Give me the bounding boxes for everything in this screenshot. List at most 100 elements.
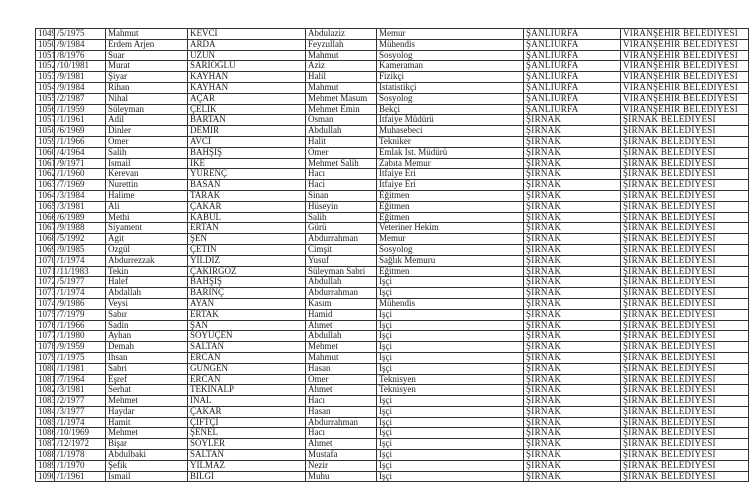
father-name-cell: Halil bbox=[305, 71, 377, 83]
birth-date-cell: /2/1977 bbox=[54, 395, 106, 407]
birth-date-cell: /11/1983 bbox=[54, 265, 106, 278]
row-number-cell: 1064 bbox=[35, 189, 55, 202]
father-name-cell: Hacı bbox=[305, 427, 377, 440]
surname-cell: KEVCİ bbox=[187, 28, 306, 40]
birth-date-cell: /1/1975 bbox=[54, 351, 106, 364]
birth-date-cell: /9/1988 bbox=[54, 222, 106, 235]
city-cell: ŞANLIURFA bbox=[523, 38, 621, 51]
father-name-cell: Sinan bbox=[305, 189, 377, 202]
first-name-cell: Sabır bbox=[105, 308, 188, 321]
surname-cell: BAHŞİŞ bbox=[187, 146, 306, 159]
first-name-cell: Kerevan bbox=[105, 168, 188, 181]
surname-cell: SALTAN bbox=[187, 341, 306, 353]
first-name-cell: Methi bbox=[105, 211, 188, 224]
row-number-cell: 1055 bbox=[35, 92, 55, 105]
row-number-cell: 1053 bbox=[35, 71, 55, 83]
municipality-cell: ŞIRNAK BELEDİYESİ bbox=[620, 427, 749, 440]
first-name-cell: Hamit bbox=[105, 416, 188, 429]
profession-cell: İstatistikçi bbox=[376, 81, 524, 94]
first-name-cell: Adil bbox=[105, 114, 188, 127]
row-number-cell: 1049 bbox=[35, 28, 55, 40]
father-name-cell: Abdurrahman bbox=[305, 416, 377, 429]
row-number-cell: 1072 bbox=[35, 276, 55, 289]
table-row: 1060/4/1964 Salih BAHŞİŞ Ömer Emlak İst. Müd… bbox=[35, 146, 749, 159]
surname-cell: ERCAN bbox=[187, 373, 306, 386]
city-cell: ŞIRNAK bbox=[523, 211, 621, 224]
table-row: 1077/1/1980 Ayhan SÖYÜÇEN Abdullah İşçi ŞIRNA… bbox=[35, 330, 749, 343]
profession-cell: Sosyolog bbox=[376, 49, 524, 62]
surname-cell: KABUL bbox=[187, 211, 306, 224]
birth-date-cell: /12/1972 bbox=[54, 438, 106, 451]
father-name-cell: Mehmet Masum bbox=[305, 92, 377, 105]
surname-cell: ÇAKAR bbox=[187, 405, 306, 418]
father-name-cell: Kasım bbox=[305, 297, 377, 310]
birth-date-cell: /1/1966 bbox=[54, 319, 106, 332]
municipality-cell: ŞIRNAK BELEDİYESİ bbox=[620, 308, 749, 321]
table-row: 1083/2/1977 Mehmet İNAL Hacı İşçi ŞIRNAK ŞIRNA… bbox=[35, 395, 749, 407]
first-name-cell: Süleyman bbox=[105, 103, 188, 116]
table-row: 1058/6/1969 Dinler DEMİR Abdullah Muhasebeci… bbox=[35, 125, 749, 137]
city-cell: ŞIRNAK bbox=[523, 222, 621, 235]
table-row: 1076/1/1966 Sadin ŞAN Ahmet İşçi ŞIRNAK ŞIRNAK… bbox=[35, 319, 749, 332]
municipality-cell: ŞIRNAK BELEDİYESİ bbox=[620, 373, 749, 386]
birth-date-cell: /3/1981 bbox=[54, 384, 106, 397]
profession-cell: İşçi bbox=[376, 449, 524, 461]
surname-cell: BARTAN bbox=[187, 114, 306, 127]
father-name-cell: Mahmut bbox=[305, 49, 377, 62]
profession-cell: Memur bbox=[376, 28, 524, 40]
municipality-cell: VİRANŞEHİR BELEDİYESİ bbox=[620, 81, 749, 94]
city-cell: ŞIRNAK bbox=[523, 384, 621, 397]
father-name-cell: Mahmut bbox=[305, 81, 377, 94]
profession-cell: Mühendis bbox=[376, 38, 524, 51]
first-name-cell: Agit bbox=[105, 233, 188, 245]
table-row: 1075/7/1979 Sabır ERTAK Hamid İşçi ŞIRNAK ŞIRN… bbox=[35, 308, 749, 321]
birth-date-cell: /5/1975 bbox=[54, 28, 106, 40]
municipality-cell: VİRANŞEHİR BELEDİYESİ bbox=[620, 38, 749, 51]
father-name-cell: Gürü bbox=[305, 222, 377, 235]
row-number-cell: 1071 bbox=[35, 265, 55, 278]
surname-cell: BARINÇ bbox=[187, 287, 306, 299]
row-number-cell: 1083 bbox=[35, 395, 55, 407]
row-number-cell: 1065 bbox=[35, 200, 55, 213]
table-row: 1084/3/1977 Haydar ÇAKAR Hasan İşçi ŞIRNAK ŞIR… bbox=[35, 405, 749, 418]
first-name-cell: Haydar bbox=[105, 405, 188, 418]
table-row: 1052/10/1981 Murat SARIOĞLU Aziz Kameraman ŞA… bbox=[35, 60, 749, 73]
profession-cell: Eğitmen bbox=[376, 189, 524, 202]
first-name-cell: Halime bbox=[105, 189, 188, 202]
city-cell: ŞIRNAK bbox=[523, 200, 621, 213]
surname-cell: ŞENEL bbox=[187, 427, 306, 440]
municipality-cell: ŞIRNAK BELEDİYESİ bbox=[620, 395, 749, 407]
records-table-body: 1049/5/1975 Mahmut KEVCİ Abdulaziz Memur ŞANL… bbox=[35, 28, 749, 483]
table-row: 1066/6/1989 Methi KABUL Salih Eğitmen ŞIRNAK Ş… bbox=[35, 211, 749, 224]
surname-cell: TEKİNALP bbox=[187, 384, 306, 397]
birth-date-cell: /1/1959 bbox=[54, 103, 106, 116]
first-name-cell: Salih bbox=[105, 146, 188, 159]
row-number-cell: 1067 bbox=[35, 222, 55, 235]
municipality-cell: ŞIRNAK BELEDİYESİ bbox=[620, 168, 749, 181]
row-number-cell: 1087 bbox=[35, 438, 55, 451]
table-row: 1059/1/1966 Ömer AVCI Halit Tekniker ŞIRNAK ŞI… bbox=[35, 135, 749, 148]
father-name-cell: Ahmet bbox=[305, 319, 377, 332]
surname-cell: ERTAK bbox=[187, 308, 306, 321]
father-name-cell: Abdullah bbox=[305, 125, 377, 137]
birth-date-cell: /2/1987 bbox=[54, 92, 106, 105]
row-number-cell: 1062 bbox=[35, 168, 55, 181]
city-cell: ŞIRNAK bbox=[523, 449, 621, 461]
profession-cell: İşçi bbox=[376, 395, 524, 407]
father-name-cell: Haci bbox=[305, 179, 377, 191]
profession-cell: Sağlık Memuru bbox=[376, 254, 524, 267]
profession-cell: Memur bbox=[376, 233, 524, 245]
profession-cell: Teknisyen bbox=[376, 384, 524, 397]
surname-cell: ŞEN bbox=[187, 233, 306, 245]
row-number-cell: 1069 bbox=[35, 243, 55, 256]
profession-cell: İşçi bbox=[376, 459, 524, 472]
surname-cell: BAHŞİŞ bbox=[187, 276, 306, 289]
father-name-cell: Hacı bbox=[305, 395, 377, 407]
table-row: 1062/1/1960 Kerevan YÜRENÇ Hacı İtfaiye Eri Ş… bbox=[35, 168, 749, 181]
profession-cell: Veteriner Hekim bbox=[376, 222, 524, 235]
birth-date-cell: /1/1974 bbox=[54, 254, 106, 267]
father-name-cell: Ahmet bbox=[305, 438, 377, 451]
birth-date-cell: /7/1964 bbox=[54, 373, 106, 386]
city-cell: ŞIRNAK bbox=[523, 146, 621, 159]
profession-cell: İtfaiye Eri bbox=[376, 168, 524, 181]
